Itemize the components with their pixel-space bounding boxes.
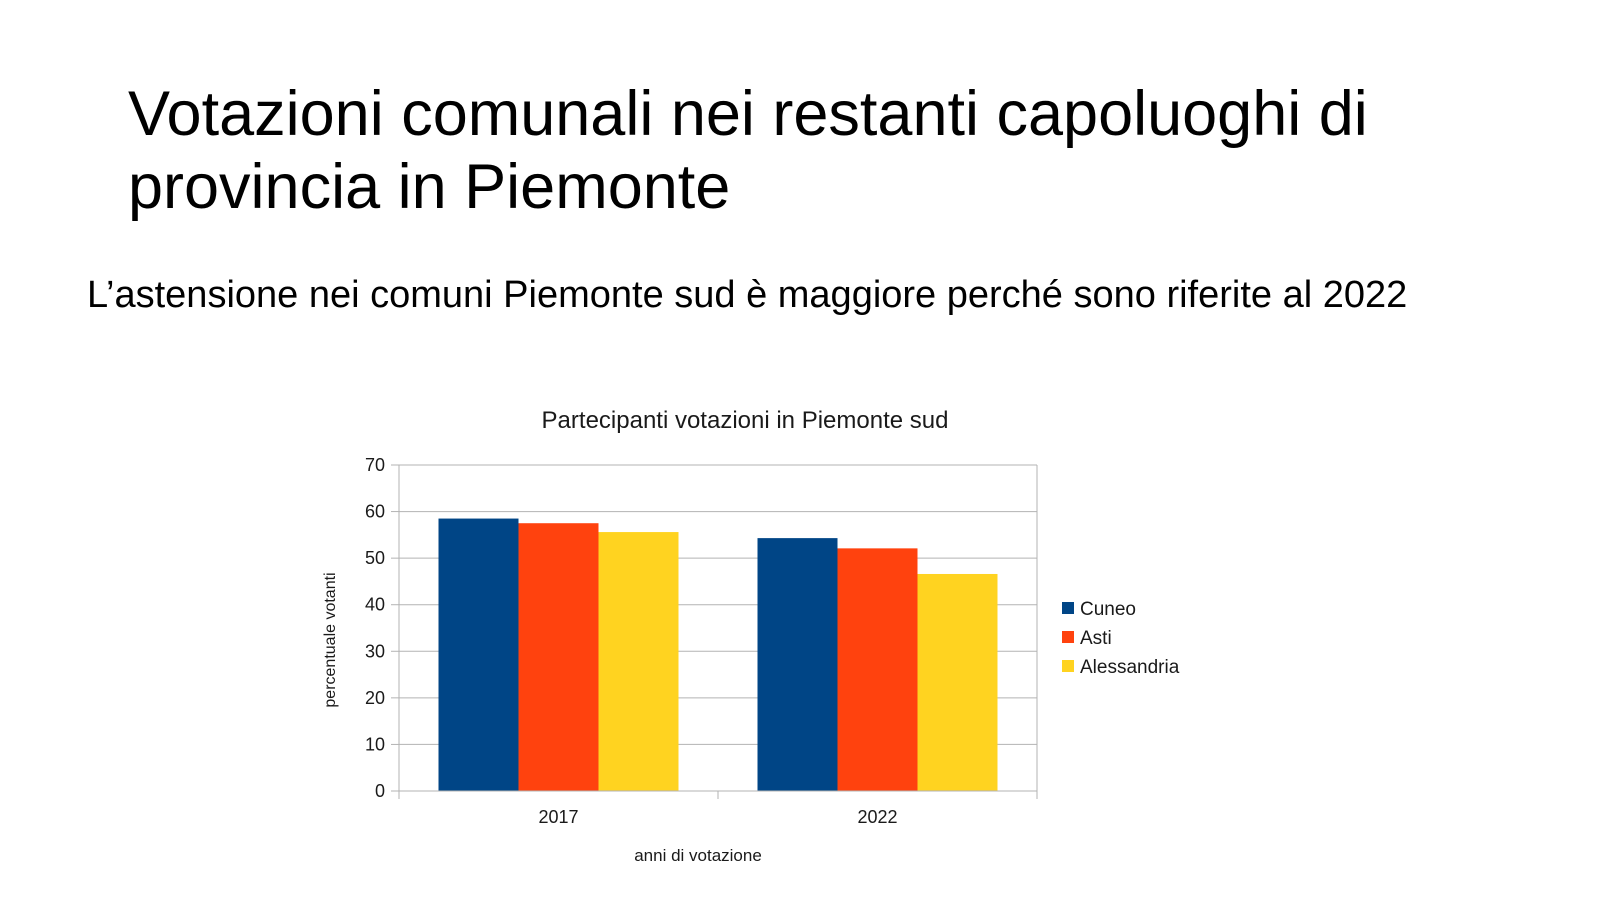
y-tick-label: 60: [365, 502, 385, 522]
y-axis-ticks: 0 10 20 30 40 50 60 70: [365, 455, 385, 801]
legend-label-cuneo: Cuneo: [1080, 599, 1136, 620]
y-tick-label: 50: [365, 548, 385, 568]
slide-subtitle: L’astensione nei comuni Piemonte sud è m…: [87, 274, 1408, 316]
x-tick-label: 2017: [538, 807, 578, 827]
chart-legend: Cuneo Asti Alessandria: [1062, 599, 1180, 678]
x-axis-ticks: 2017 2022: [538, 807, 897, 827]
slide-title: Votazioni comunali nei restanti capoluog…: [128, 78, 1548, 224]
slide-title-line-2: provincia in Piemonte: [128, 152, 731, 222]
bar-alessandria-2022: [917, 573, 998, 791]
slide-title-line-1: Votazioni comunali nei restanti capoluog…: [128, 79, 1368, 149]
y-tick-label: 20: [365, 688, 385, 708]
legend-label-asti: Asti: [1080, 628, 1112, 649]
bar-cuneo-2022: [757, 538, 838, 791]
bar-alessandria-2017: [598, 532, 679, 791]
x-tick-label: 2022: [857, 807, 897, 827]
y-axis-label: percentuale votanti: [322, 572, 339, 707]
bar-asti-2017: [518, 523, 599, 791]
legend-swatch-alessandria: [1062, 660, 1074, 672]
y-tick-label: 70: [365, 455, 385, 475]
chart-axes: [391, 464, 1038, 799]
y-tick-label: 10: [365, 734, 385, 754]
y-tick-label: 40: [365, 595, 385, 615]
legend-label-alessandria: Alessandria: [1080, 657, 1180, 678]
chart-title: Partecipanti votazioni in Piemonte sud: [542, 407, 949, 434]
chart-bars: [438, 518, 998, 791]
y-tick-label: 30: [365, 641, 385, 661]
bar-cuneo-2017: [438, 518, 519, 791]
bar-asti-2022: [837, 548, 918, 791]
x-axis-label: anni di votazione: [634, 846, 762, 865]
legend-swatch-cuneo: [1062, 602, 1074, 614]
legend-swatch-asti: [1062, 631, 1074, 643]
y-tick-label: 0: [375, 781, 385, 801]
